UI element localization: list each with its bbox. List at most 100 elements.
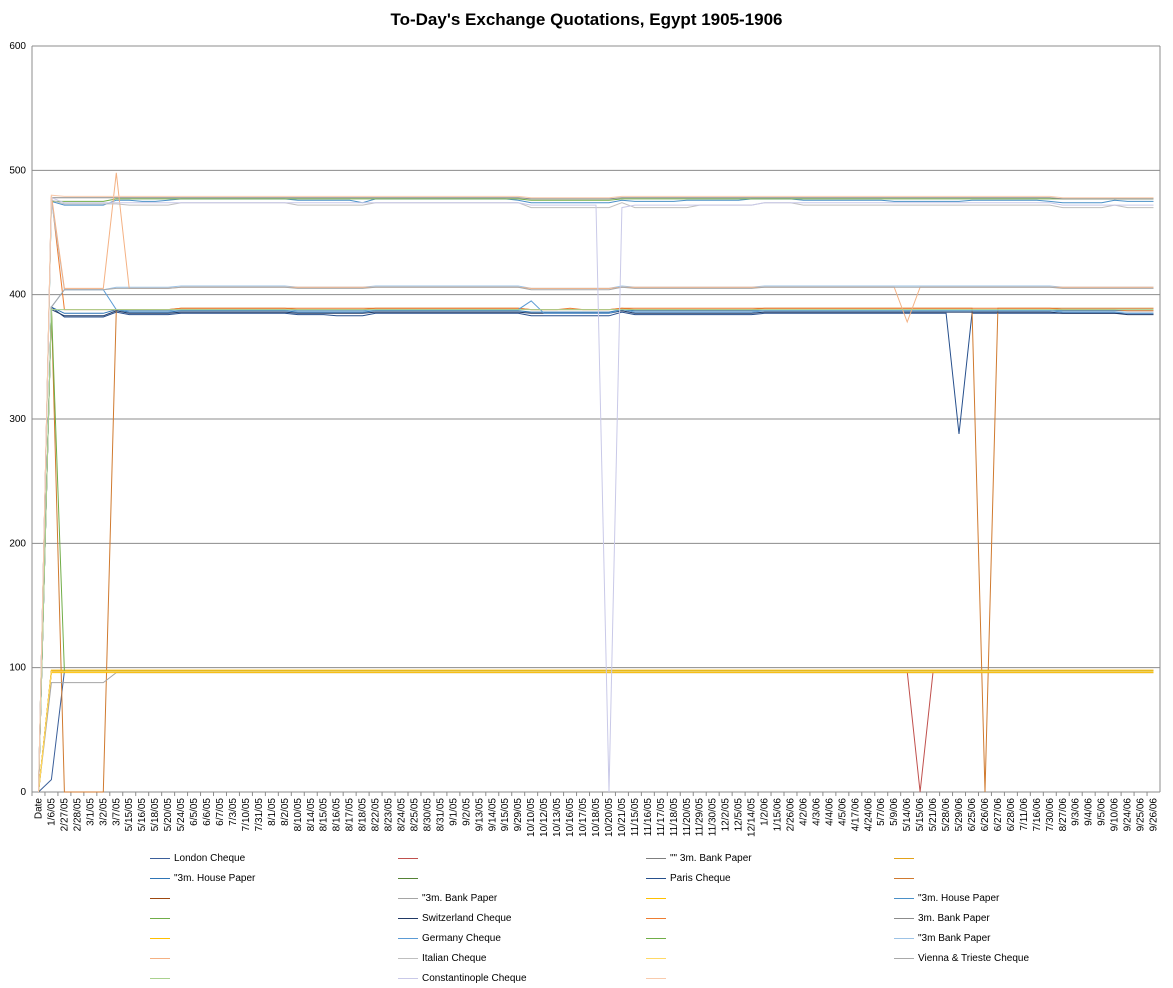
series-line-11: [38, 198, 1154, 793]
series-line-23: [38, 286, 1154, 793]
x-tick-label: 8/22/05: [371, 798, 382, 832]
legend-swatch: [646, 957, 666, 959]
legend-swatch: [894, 937, 914, 939]
x-tick-label: 2/28/05: [72, 798, 83, 832]
legend-item: [150, 948, 174, 968]
x-tick-label: 11/17/05: [656, 798, 667, 837]
legend-swatch: [398, 957, 418, 959]
x-tick-label: 9/13/05: [474, 798, 485, 832]
x-tick-label: Date: [33, 798, 44, 820]
x-tick-label: 11/20/05: [682, 798, 693, 837]
legend-swatch: [150, 977, 170, 979]
series-line-12: [38, 198, 1154, 793]
legend-label: Italian Cheque: [422, 952, 487, 964]
legend-swatch: [398, 857, 418, 859]
x-tick-label: 6/6/05: [202, 798, 213, 826]
x-tick-label: 4/24/06: [863, 798, 874, 832]
legend-swatch: [646, 937, 666, 939]
legend-item: Germany Cheque: [398, 928, 501, 948]
x-tick-label: 6/28/06: [1006, 798, 1017, 832]
legend-item: [646, 908, 670, 928]
x-tick-label: 8/2/05: [280, 798, 291, 826]
x-tick-label: 9/4/06: [1084, 798, 1095, 826]
legend-swatch: [150, 857, 170, 859]
x-tick-label: 8/14/05: [306, 798, 317, 832]
x-tick-label: 7/31/05: [254, 798, 265, 832]
x-tick-label: 11/30/05: [708, 798, 719, 837]
legend-swatch: [646, 857, 666, 859]
legend-item: London Cheque: [150, 848, 245, 868]
legend-item: Vienna & Trieste Cheque: [894, 948, 1029, 968]
legend-swatch: [646, 877, 666, 879]
legend-swatch: [894, 957, 914, 959]
x-tick-label: 10/13/05: [552, 798, 563, 837]
y-tick-label: 200: [9, 538, 26, 549]
x-tick-label: 9/2/05: [461, 798, 472, 826]
y-tick-label: 0: [20, 787, 26, 798]
legend-swatch: [398, 917, 418, 919]
x-tick-label: 2/27/05: [59, 798, 70, 832]
legend-item: 3m. Bank Paper: [894, 908, 990, 928]
legend-item: [894, 848, 918, 868]
x-tick-label: 5/21/06: [928, 798, 939, 832]
series-line-6: [38, 306, 1154, 793]
x-tick-label: 12/14/05: [747, 798, 758, 837]
x-tick-label: 5/14/06: [902, 798, 913, 832]
legend-label: "3m. House Paper: [174, 872, 256, 884]
x-tick-label: 2/26/06: [785, 798, 796, 832]
x-tick-label: 9/10/06: [1110, 798, 1121, 832]
legend-item: Constantinople Cheque: [398, 968, 527, 988]
x-tick-label: 8/15/05: [319, 798, 330, 832]
x-tick-label: 5/18/05: [150, 798, 161, 832]
x-tick-label: 9/14/05: [487, 798, 498, 832]
legend: London Cheque "" 3m. Bank Paper "3m. House…: [150, 848, 1160, 984]
legend-swatch: [894, 877, 914, 879]
x-tick-label: 7/11/06: [1019, 798, 1030, 831]
legend-item: [150, 968, 174, 988]
series-line-26: [38, 194, 1154, 793]
x-tick-label: 1/15/06: [773, 798, 784, 832]
x-tick-label: 10/10/05: [526, 798, 537, 837]
series-line-4: [38, 306, 1154, 793]
series-line-17: [38, 289, 1154, 793]
legend-item: [646, 888, 670, 908]
x-tick-label: 7/30/06: [1045, 798, 1056, 832]
legend-item: Switzerland Cheque: [398, 908, 512, 928]
x-tick-label: 6/7/05: [215, 798, 226, 826]
legend-label: Paris Cheque: [670, 872, 731, 884]
x-tick-label: 5/15/06: [915, 798, 926, 832]
x-tick-label: 3/1/05: [85, 798, 96, 826]
x-tick-label: 6/27/06: [993, 798, 1004, 832]
x-tick-label: 8/18/05: [358, 798, 369, 832]
x-tick-label: 9/5/06: [1097, 798, 1108, 826]
series-line-16: [38, 669, 1154, 793]
x-tick-label: 8/23/05: [384, 798, 395, 832]
series-line-18: [38, 307, 1154, 793]
x-tick-label: 4/4/06: [824, 798, 835, 826]
series-line-20: [38, 172, 1154, 793]
x-tick-label: 5/24/05: [176, 798, 187, 832]
legend-item: [398, 868, 422, 888]
x-tick-label: 6/26/06: [980, 798, 991, 832]
x-tick-label: 4/2/06: [798, 798, 809, 826]
series-lines: [38, 172, 1154, 793]
legend-item: "3m. House Paper: [894, 888, 999, 908]
x-tick-label: 9/26/06: [1149, 798, 1160, 832]
x-tick-label: 10/16/05: [565, 798, 576, 837]
y-tick-label: 100: [9, 663, 26, 674]
x-tick-label: 8/27/06: [1058, 798, 1069, 832]
legend-item: "3m. Bank Paper: [398, 888, 497, 908]
series-line-21: [38, 199, 1154, 793]
legend-swatch: [398, 897, 418, 899]
x-tick-label: 7/10/05: [241, 798, 252, 832]
series-line-24: [38, 309, 1154, 793]
legend-swatch: [646, 917, 666, 919]
legend-item: [398, 848, 422, 868]
series-line-15: [38, 197, 1154, 793]
x-tick-label: 8/17/05: [345, 798, 356, 832]
legend-item: [150, 888, 174, 908]
x-tick-label: 11/18/05: [669, 798, 680, 837]
x-tick-label: 11/15/05: [630, 798, 641, 837]
legend-label: Germany Cheque: [422, 932, 501, 944]
x-tick-label: 5/7/06: [876, 798, 887, 826]
